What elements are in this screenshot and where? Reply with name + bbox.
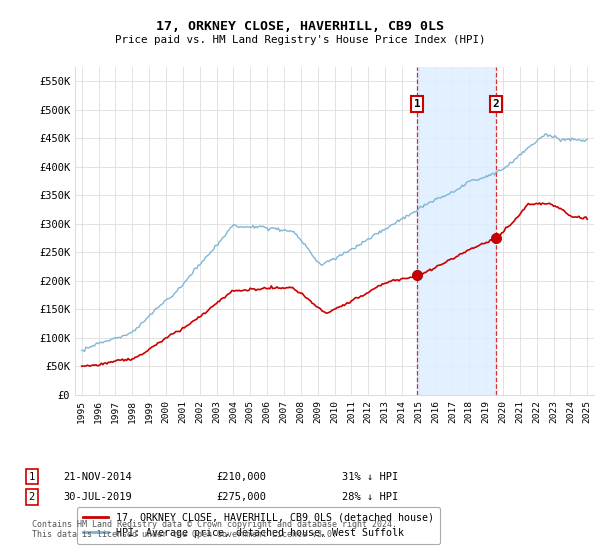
Text: 21-NOV-2014: 21-NOV-2014 (63, 472, 132, 482)
Text: £210,000: £210,000 (216, 472, 266, 482)
Text: 17, ORKNEY CLOSE, HAVERHILL, CB9 0LS: 17, ORKNEY CLOSE, HAVERHILL, CB9 0LS (156, 20, 444, 32)
Point (412, 270, 422, 279)
Text: 30-JUL-2019: 30-JUL-2019 (63, 492, 132, 502)
Text: 2: 2 (493, 99, 499, 109)
Text: 31% ↓ HPI: 31% ↓ HPI (342, 472, 398, 482)
Text: 1: 1 (413, 99, 421, 109)
Point (491, 234, 500, 242)
Text: 28% ↓ HPI: 28% ↓ HPI (342, 492, 398, 502)
Legend: 17, ORKNEY CLOSE, HAVERHILL, CB9 0LS (detached house), HPI: Average price, detac: 17, ORKNEY CLOSE, HAVERHILL, CB9 0LS (de… (77, 507, 440, 544)
Text: Contains HM Land Registry data © Crown copyright and database right 2024.
This d: Contains HM Land Registry data © Crown c… (32, 520, 397, 539)
Text: £275,000: £275,000 (216, 492, 266, 502)
Text: 2: 2 (29, 492, 35, 502)
Text: 1: 1 (29, 472, 35, 482)
Text: Price paid vs. HM Land Registry's House Price Index (HPI): Price paid vs. HM Land Registry's House … (115, 35, 485, 45)
